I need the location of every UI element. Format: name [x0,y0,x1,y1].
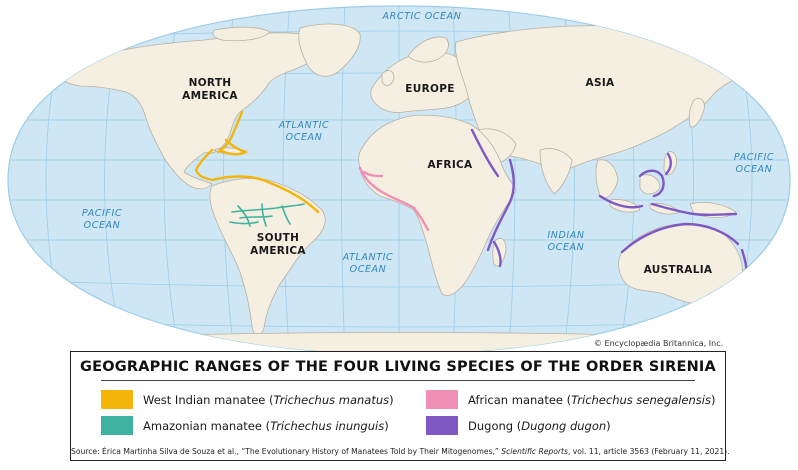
legend-swatch-dugong [426,416,458,435]
label-atlantic-ocean-south-line2: OCEAN [350,264,387,275]
source-citation: Source: Érica Martinha Silva de Souza et… [71,447,730,456]
label-pacific-ocean-west-line2: OCEAN [84,220,121,231]
continent-labels: NORTH AMERICA SOUTH AMERICA EUROPE ASIA … [182,77,713,276]
legend-label-dugong: Dugong (Dugong dugon) [468,418,611,433]
label-south-america: SOUTH [257,232,299,244]
label-australia: AUSTRALIA [644,264,713,276]
label-atlantic-ocean-north: ATLANTIC [278,120,330,131]
label-europe: EUROPE [405,83,454,95]
label-pacific-ocean-west: PACIFIC [82,208,122,219]
legend-item-african-manatee: African manatee (Trichechus senegalensis… [426,390,715,409]
amazonian-manatee-range [229,203,305,227]
legend-divider [101,380,695,381]
legend-box: GEOGRAPHIC RANGES OF THE FOUR LIVING SPE… [70,351,730,461]
african-manatee-range [358,166,430,232]
west-indian-manatee-range [194,110,320,214]
label-north-america-line2: AMERICA [182,90,238,102]
label-atlantic-ocean-south: ATLANTIC [342,252,394,263]
label-pacific-ocean-east: PACIFIC [734,152,774,163]
legend-label-amazonian: Amazonian manatee (Trichechus inunguis) [143,418,389,433]
label-indian-ocean-line2: OCEAN [548,242,585,253]
label-pacific-ocean-east-line2: OCEAN [736,164,773,175]
dugong-range [470,128,748,282]
legend-label-west-indian: West Indian manatee (Trichechus manatus) [143,392,394,407]
label-south-america-line2: AMERICA [250,245,306,257]
legend-swatch-west-indian [101,390,133,409]
legend-swatch-african [426,390,458,409]
label-north-america: NORTH [189,77,232,89]
ocean-labels: ARCTIC OCEAN ATLANTIC OCEAN ATLANTIC OCE… [82,11,774,275]
greenland-landmass [298,23,361,77]
legend-item-west-indian-manatee: West Indian manatee (Trichechus manatus) [101,390,394,409]
legend-item-amazonian-manatee: Amazonian manatee (Trichechus inunguis) [101,416,389,435]
label-africa: AFRICA [428,159,473,171]
legend-title: GEOGRAPHIC RANGES OF THE FOUR LIVING SPE… [80,359,716,375]
label-arctic-ocean: ARCTIC OCEAN [382,11,462,22]
label-asia: ASIA [586,77,615,89]
africa-landmass [358,114,517,296]
map-credit: © Encyclopædia Britannica, Inc. [594,339,723,348]
legend-item-dugong: Dugong (Dugong dugon) [426,416,611,435]
legend-swatch-amazonian [101,416,133,435]
label-atlantic-ocean-north-line2: OCEAN [286,132,323,143]
legend-label-african: African manatee (Trichechus senegalensis… [468,392,716,407]
south-america-landmass [209,178,326,336]
label-indian-ocean: INDIAN [547,230,584,241]
